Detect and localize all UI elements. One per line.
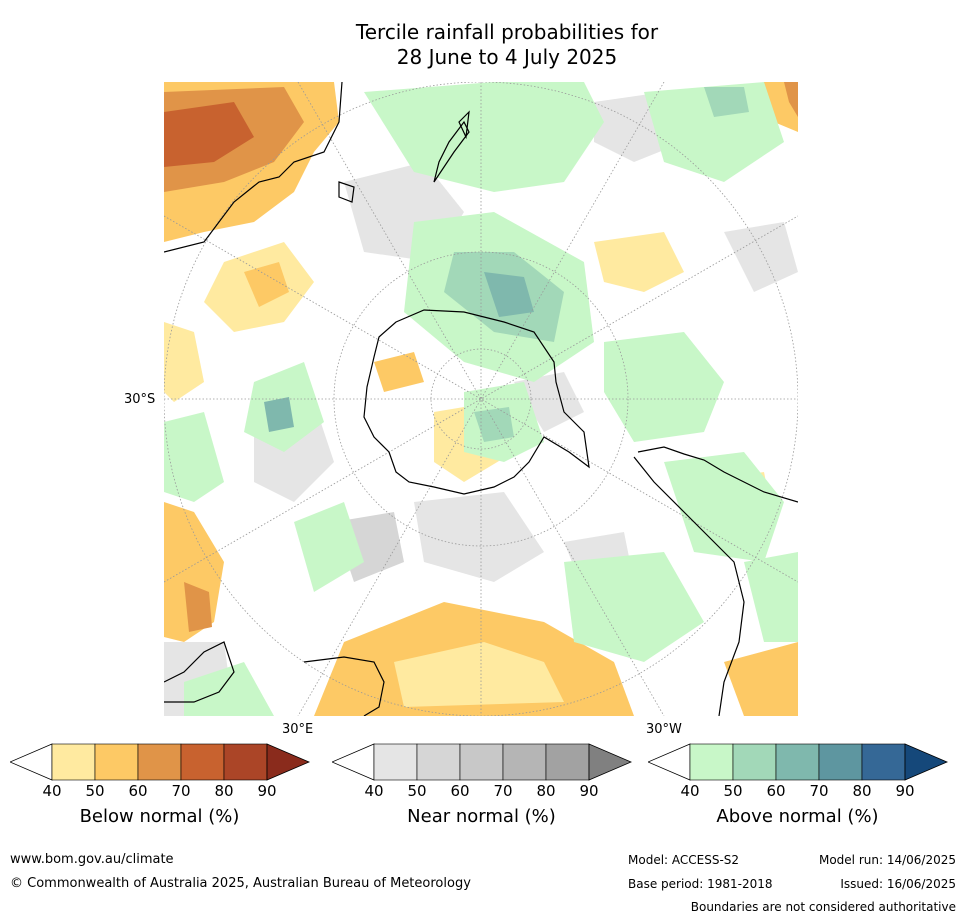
colorbar-segment [416,743,461,781]
map-title: Tercile rainfall probabilities for 28 Ju… [0,20,965,70]
colorbar-tick-label: 40 [680,782,700,800]
colorbar-segment [861,743,906,781]
colorbar-segment [689,743,734,781]
polar-rainfall-map [164,82,798,716]
boundaries-note: Boundaries are not considered authoritat… [690,900,956,914]
colorbar-segment [459,743,504,781]
colorbar-tick-label: 50 [407,782,427,800]
colorbar-extend-high [588,743,632,781]
colorbar-tick-label: 60 [450,782,470,800]
title-line-2: 28 June to 4 July 2025 [396,45,618,69]
below-normal-label: Below normal (%) [79,806,240,827]
colorbar-segment [223,743,268,781]
colorbar-extend-high [904,743,948,781]
below-normal-areas [164,82,798,716]
colorbar-tick-label: 70 [493,782,513,800]
colorbar-tick-label: 90 [895,782,915,800]
colorbar-tick-label: 90 [579,782,599,800]
colorbar-segment [732,743,777,781]
colorbar-segment [775,743,820,781]
colorbar-segment [94,743,139,781]
lon-label-30w: 30°W [646,722,682,737]
colorbar-extend-low [10,743,53,781]
colorbar-tick-label: 40 [42,782,62,800]
colorbar-tick-label: 50 [723,782,743,800]
colorbar-segment [502,743,547,781]
colorbar-tick-label: 80 [536,782,556,800]
colorbar-tick-label: 40 [364,782,384,800]
model-name: Model: ACCESS-S2 [628,853,740,867]
colorbar-tick-label: 80 [214,782,234,800]
colorbar-segment [545,743,590,781]
colorbar-segment [51,743,96,781]
colorbar-segment [137,743,182,781]
colorbar-segment [818,743,863,781]
lat-label-30s: 30°S [124,392,156,407]
colorbar-tick-label: 80 [852,782,872,800]
issued-date: Issued: 16/06/2025 [840,877,956,891]
near-normal-colorbar [332,743,632,781]
title-line-1: Tercile rainfall probabilities for [355,20,659,44]
base-period: Base period: 1981-2018 [628,877,773,891]
colorbar-segment [180,743,225,781]
lon-label-30e: 30°E [282,722,314,737]
above-normal-label: Above normal (%) [716,806,879,827]
website-link[interactable]: www.bom.gov.au/climate [10,852,174,867]
below-normal-colorbar [10,743,310,781]
coastlines [164,82,798,716]
above-normal-areas [164,82,798,716]
colorbar-tick-label: 70 [809,782,829,800]
copyright-notice: © Commonwealth of Australia 2025, Austra… [10,876,471,891]
colorbar-tick-label: 90 [257,782,277,800]
above-normal-colorbar [648,743,948,781]
colorbar-tick-label: 50 [85,782,105,800]
near-normal-label: Near normal (%) [407,806,556,827]
colorbar-extend-low [332,743,375,781]
colorbar-segment [373,743,418,781]
colorbar-extend-high [266,743,310,781]
colorbar-tick-label: 60 [128,782,148,800]
colorbar-tick-label: 70 [171,782,191,800]
colorbar-tick-label: 60 [766,782,786,800]
model-run-date: Model run: 14/06/2025 [818,853,956,867]
colorbar-extend-low [648,743,691,781]
